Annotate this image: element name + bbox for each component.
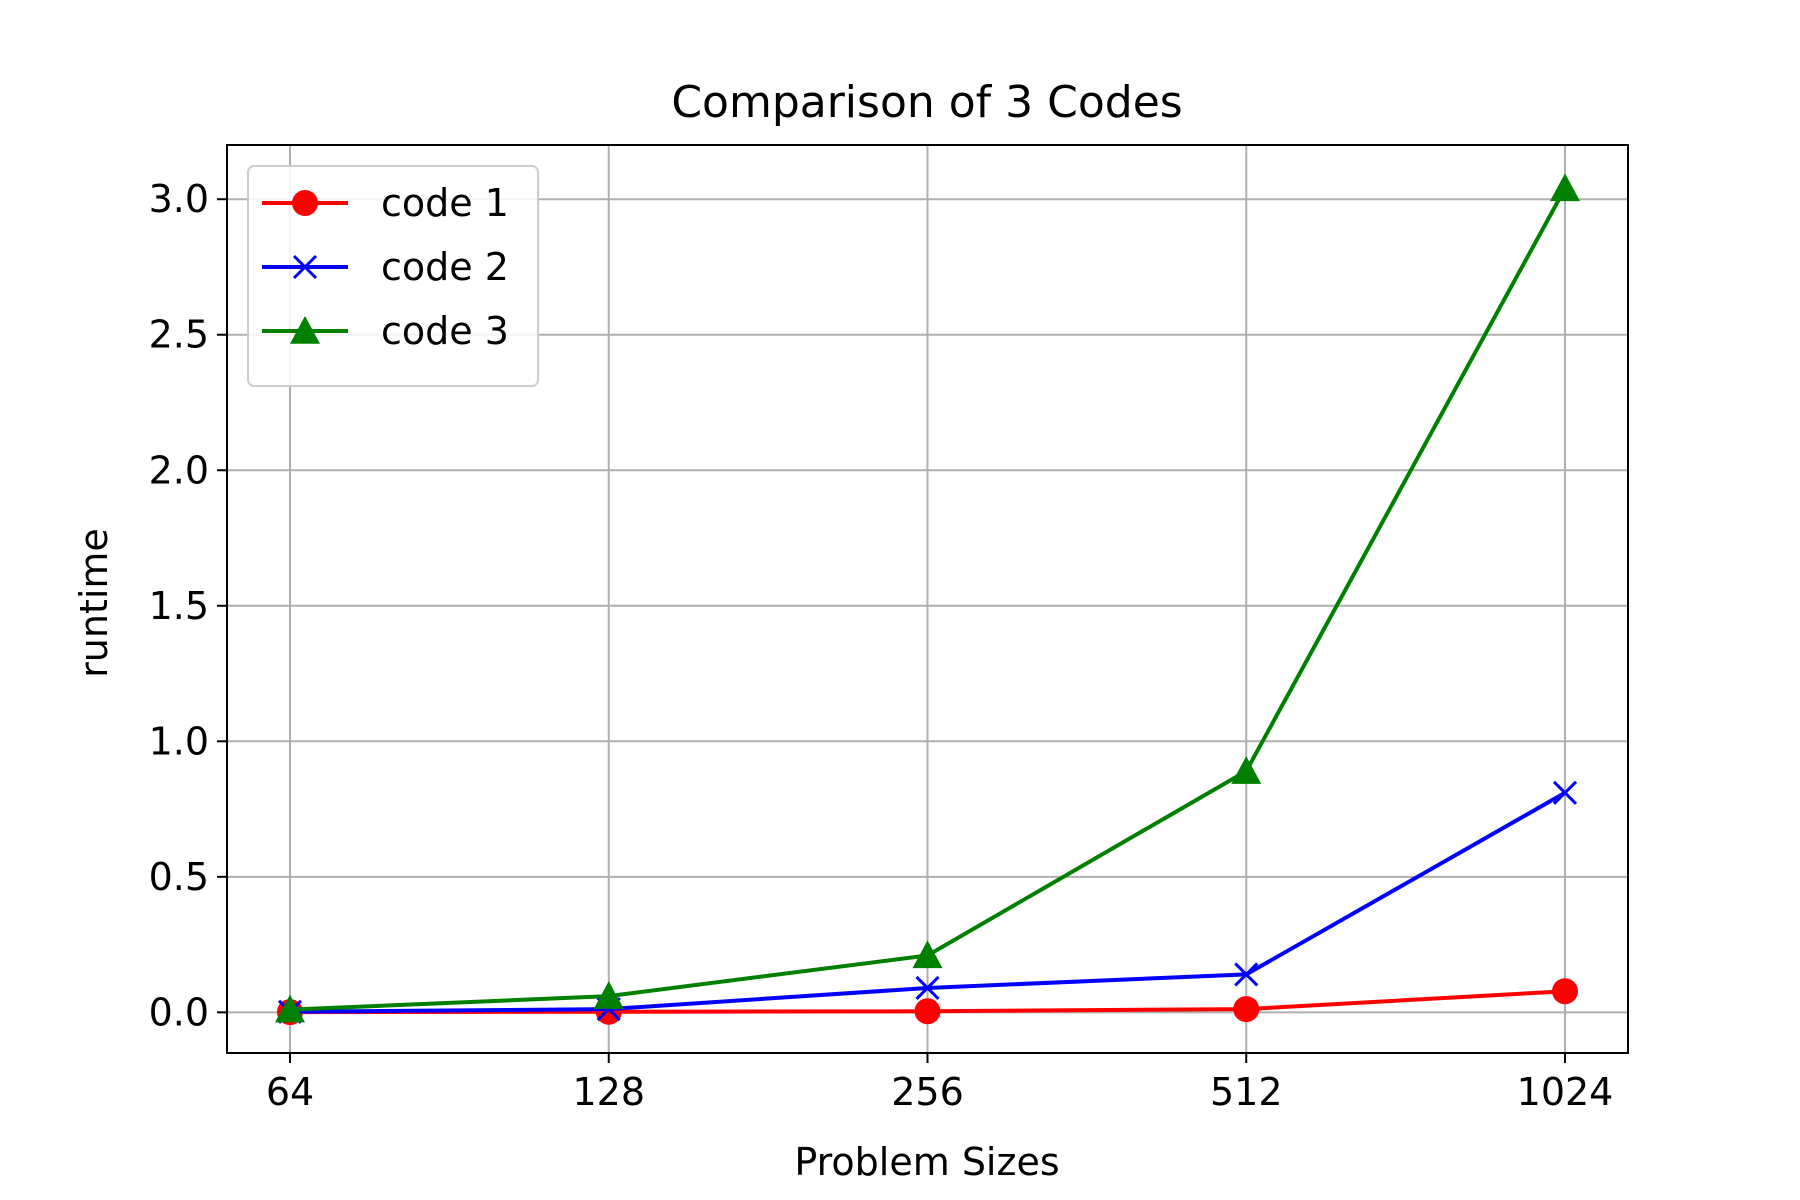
- series-3: [275, 173, 1580, 1023]
- y-tick-label: 3.0: [149, 177, 209, 221]
- x-tick-label: 64: [266, 1070, 314, 1114]
- legend: code 1 code 2 code 3: [247, 165, 539, 387]
- legend-item: code 3: [262, 309, 509, 353]
- series-layer: [275, 173, 1580, 1026]
- legend-marker: [292, 190, 318, 216]
- x-tick-label: 256: [891, 1070, 964, 1114]
- data-point: [912, 940, 943, 969]
- legend-marker: [292, 254, 318, 280]
- data-point: [1233, 996, 1260, 1023]
- chart-title: Comparison of 3 Codes: [671, 77, 1182, 128]
- x-axis: 64 128 256 512 1024: [266, 1053, 1614, 1114]
- x-tick-label: 512: [1210, 1070, 1283, 1114]
- y-axis-label: runtime: [72, 528, 116, 678]
- x-axis-label: Problem Sizes: [794, 1140, 1059, 1184]
- legend-marker: [290, 316, 320, 344]
- data-point: [914, 998, 941, 1025]
- legend-label: code 1: [381, 181, 509, 225]
- legend-item: code 1: [262, 181, 509, 225]
- y-tick-label: 2.0: [149, 448, 209, 492]
- y-axis: 0.0 0.5 1.0 1.5 2.0 2.5 3.0: [149, 177, 227, 1034]
- x-tick-label: 1024: [1517, 1070, 1614, 1114]
- y-tick-label: 1.0: [149, 719, 209, 763]
- data-point: [593, 981, 624, 1009]
- legend-item: code 2: [262, 245, 509, 289]
- data-point: [915, 975, 940, 1001]
- legend-label: code 2: [381, 245, 509, 289]
- data-point: [1234, 962, 1259, 987]
- legend-label: code 3: [381, 309, 509, 353]
- y-tick-label: 0.0: [149, 990, 209, 1034]
- data-point: [1552, 780, 1578, 805]
- data-point: [1550, 173, 1580, 202]
- data-point: [1231, 756, 1262, 784]
- data-point: [275, 994, 305, 1023]
- grid: [227, 145, 1628, 1053]
- y-tick-label: 1.5: [149, 584, 209, 628]
- x-tick-label: 128: [572, 1070, 645, 1114]
- y-tick-label: 0.5: [149, 855, 209, 899]
- y-tick-label: 2.5: [149, 313, 209, 357]
- data-point: [1552, 978, 1578, 1005]
